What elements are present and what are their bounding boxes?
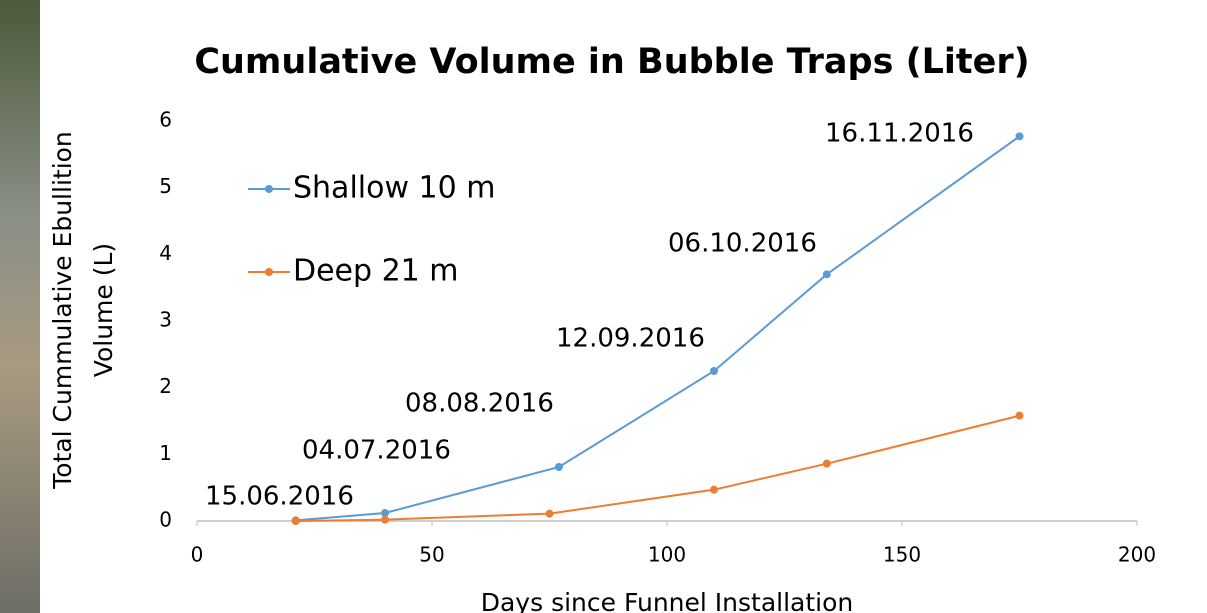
data-point	[292, 517, 300, 525]
y-tick-label: 0	[159, 508, 172, 532]
data-point	[381, 516, 389, 524]
legend-label: Shallow 10 m	[293, 171, 495, 206]
x-tick-label: 100	[648, 543, 686, 567]
y-tick-label: 1	[159, 441, 172, 465]
y-axis-label: Volume (L)	[89, 243, 118, 377]
annotation: 04.07.2016	[302, 436, 451, 466]
annotation: 06.10.2016	[668, 229, 817, 259]
x-tick-label: 150	[883, 543, 921, 567]
series-line	[296, 416, 1020, 521]
chart: Cumulative Volume in Bubble Traps (Liter…	[0, 0, 1207, 613]
legend-marker	[265, 268, 273, 276]
y-tick-label: 4	[159, 241, 172, 265]
annotation: 16.11.2016	[825, 119, 974, 149]
data-point	[555, 463, 563, 471]
x-tick-label: 200	[1118, 543, 1156, 567]
x-axis-label: Days since Funnel Installation	[481, 588, 854, 613]
legend-label: Deep 21 m	[293, 254, 459, 289]
y-tick-label: 2	[159, 374, 172, 398]
y-tick-label: 3	[159, 308, 172, 332]
data-point	[823, 270, 831, 278]
data-point	[1016, 132, 1024, 140]
legend-marker	[265, 185, 273, 193]
x-tick-label: 0	[191, 543, 204, 567]
data-point	[823, 460, 831, 468]
data-point	[1016, 412, 1024, 420]
data-point	[710, 486, 718, 494]
background-photo	[0, 0, 40, 613]
annotation: 12.09.2016	[556, 324, 705, 354]
y-axis-label: Total Cummulative Ebullition	[48, 131, 77, 490]
y-tick-label: 6	[159, 108, 172, 132]
data-point	[546, 510, 554, 518]
chart-title: Cumulative Volume in Bubble Traps (Liter…	[194, 42, 1029, 82]
annotation: 15.06.2016	[205, 482, 354, 512]
data-point	[710, 367, 718, 375]
annotation: 08.08.2016	[405, 389, 554, 419]
x-tick-label: 50	[419, 543, 444, 567]
y-tick-label: 5	[159, 174, 172, 198]
